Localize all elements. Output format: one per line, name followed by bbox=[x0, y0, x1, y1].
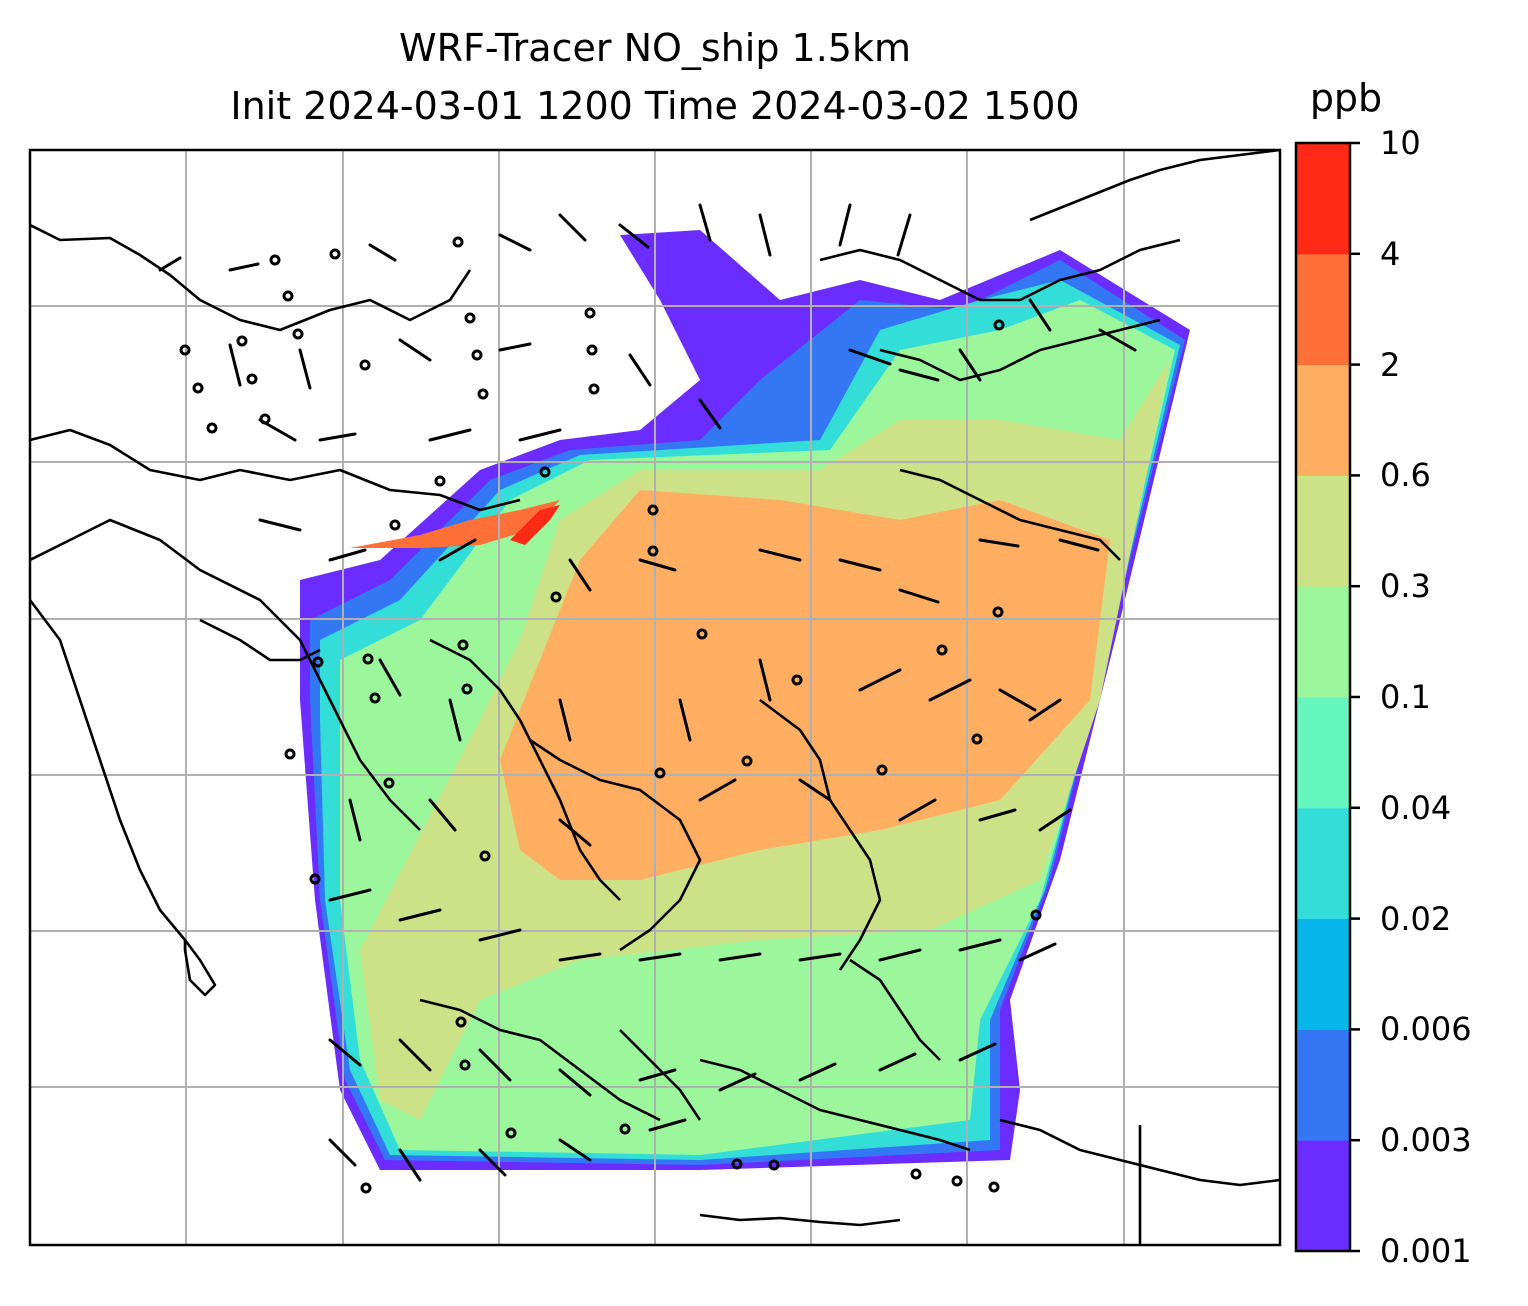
calm-wind-markers bbox=[179, 236, 1042, 1194]
wind-barb bbox=[758, 538, 1100, 604]
wind-barb bbox=[718, 938, 1057, 962]
colorbar-tick-label: 10 bbox=[1380, 124, 1421, 162]
field-band-2-ridge bbox=[350, 500, 560, 548]
coastlines bbox=[30, 150, 1280, 1245]
wind-barb bbox=[258, 398, 722, 442]
chart-title-line-2: Init 2024-03-01 1200 Time 2024-03-02 150… bbox=[230, 84, 1080, 128]
colorbar-unit-label: ppb bbox=[1309, 76, 1383, 120]
wind-barb bbox=[258, 518, 677, 592]
colorbar-segment bbox=[1296, 697, 1350, 809]
wind-barb bbox=[848, 298, 1137, 382]
colorbar-segment bbox=[1296, 1029, 1350, 1141]
colorbar-segment bbox=[1296, 586, 1350, 698]
colorbar-tick-label: 2 bbox=[1380, 345, 1401, 384]
colorbar-tick-label: 0.006 bbox=[1380, 1010, 1472, 1049]
colorbar-segment bbox=[1296, 475, 1350, 587]
colorbar-tick-label: 0.02 bbox=[1380, 899, 1452, 938]
wind-barb bbox=[228, 338, 652, 390]
colorbar-tick-label: 0.003 bbox=[1380, 1121, 1472, 1160]
field-band-10-ridge bbox=[510, 505, 560, 545]
map-frame bbox=[28, 148, 1282, 1247]
colorbar-tick-label: 0.1 bbox=[1380, 678, 1431, 716]
colorbar-segment bbox=[1296, 143, 1350, 255]
chart-title-line-1: WRF-Tracer NO_ship 1.5km bbox=[399, 26, 911, 70]
colorbar-segment bbox=[1296, 918, 1350, 1030]
map-gridlines bbox=[30, 150, 1280, 1245]
wind-barbs bbox=[158, 203, 1137, 1182]
wind-barb bbox=[158, 213, 587, 272]
colorbar-segment bbox=[1296, 253, 1350, 366]
wind-barb bbox=[618, 203, 912, 257]
colorbar bbox=[1294, 141, 1360, 1253]
colorbar-tick-label: 0.04 bbox=[1380, 788, 1452, 827]
field-band-0.6 bbox=[500, 490, 1110, 880]
colorbar-tick-label: 0.001 bbox=[1380, 1232, 1472, 1270]
colorbar-segment bbox=[1296, 1140, 1350, 1252]
colorbar-tick-label: 0.6 bbox=[1380, 456, 1431, 495]
wind-barb bbox=[898, 798, 1072, 832]
colorbar-tick-label: 4 bbox=[1380, 234, 1401, 273]
concentration-field bbox=[300, 230, 1190, 1170]
colorbar-segment bbox=[1296, 364, 1350, 476]
wind-barb bbox=[378, 658, 772, 742]
colorbar-tick-label: 0.3 bbox=[1380, 567, 1431, 606]
wind-barb bbox=[718, 1042, 997, 1092]
colorbar-segment bbox=[1296, 807, 1350, 920]
wind-barb bbox=[348, 778, 832, 847]
wind-barb bbox=[858, 668, 1062, 722]
wind-barb bbox=[328, 1038, 677, 1097]
wind-barb bbox=[328, 1118, 687, 1182]
wind-barb bbox=[328, 888, 682, 962]
